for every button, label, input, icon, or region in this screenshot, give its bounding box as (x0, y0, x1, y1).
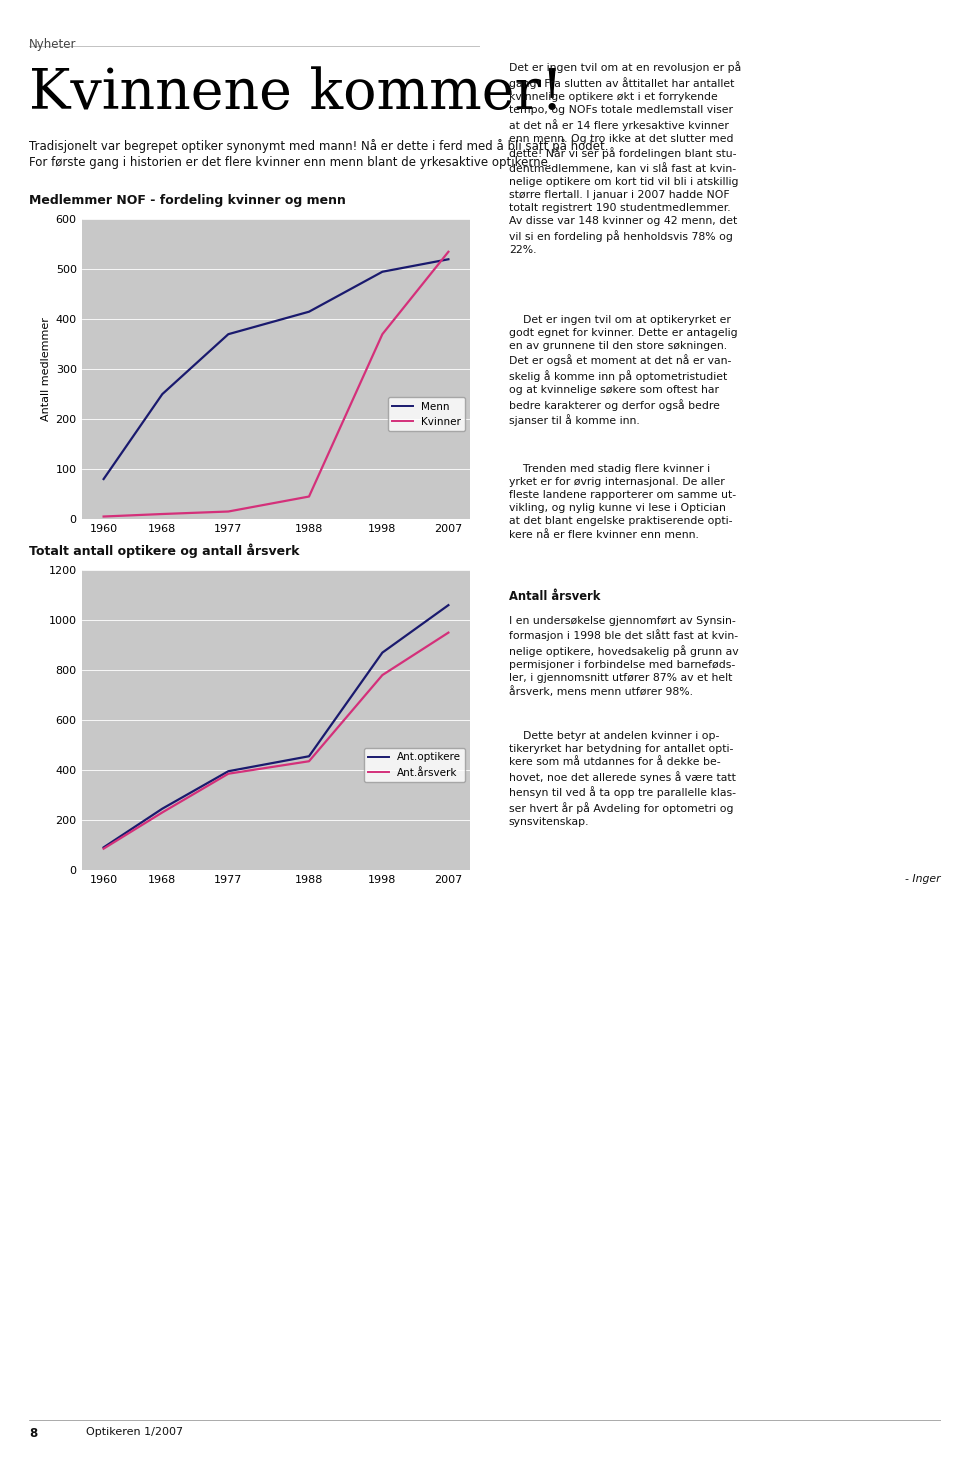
Text: Trenden med stadig flere kvinner i
yrket er for øvrig internasjonal. De aller
fl: Trenden med stadig flere kvinner i yrket… (509, 465, 736, 539)
Text: For første gang i historien er det flere kvinner enn menn blant de yrkesaktive o: For første gang i historien er det flere… (29, 156, 551, 170)
Legend: Menn, Kvinner: Menn, Kvinner (388, 398, 466, 431)
Text: Optikeren 1/2007: Optikeren 1/2007 (86, 1427, 183, 1437)
Text: Totalt antall optikere og antall årsverk: Totalt antall optikere og antall årsverk (29, 544, 300, 558)
Text: - Inger: - Inger (905, 874, 941, 883)
Text: I en undersøkelse gjennomført av Synsin-
formasjon i 1998 ble det slått fast at : I en undersøkelse gjennomført av Synsin-… (509, 616, 738, 697)
Text: Dette betyr at andelen kvinner i op-
tikeryrket har betydning for antallet opti-: Dette betyr at andelen kvinner i op- tik… (509, 731, 735, 827)
Y-axis label: Antall medlemmer: Antall medlemmer (41, 317, 52, 421)
Text: Nyheter: Nyheter (29, 38, 76, 51)
Legend: Ant.optikere, Ant.årsverk: Ant.optikere, Ant.årsverk (364, 749, 466, 782)
Text: Det er ingen tvil om at optikeryrket er
godt egnet for kvinner. Dette er antagel: Det er ingen tvil om at optikeryrket er … (509, 314, 737, 427)
Text: Kvinnene kommer!: Kvinnene kommer! (29, 66, 564, 120)
Text: Tradisjonelt var begrepet optiker synonymt med mann! Nå er dette i ferd med å bl: Tradisjonelt var begrepet optiker synony… (29, 139, 609, 154)
Text: 8: 8 (29, 1427, 37, 1440)
Text: Det er ingen tvil om at en revolusjon er på
gang! Fra slutten av åttitallet har : Det er ingen tvil om at en revolusjon er… (509, 61, 741, 254)
Text: Medlemmer NOF - fordeling kvinner og menn: Medlemmer NOF - fordeling kvinner og men… (29, 194, 346, 208)
Text: Antall årsverk: Antall årsverk (509, 589, 600, 602)
